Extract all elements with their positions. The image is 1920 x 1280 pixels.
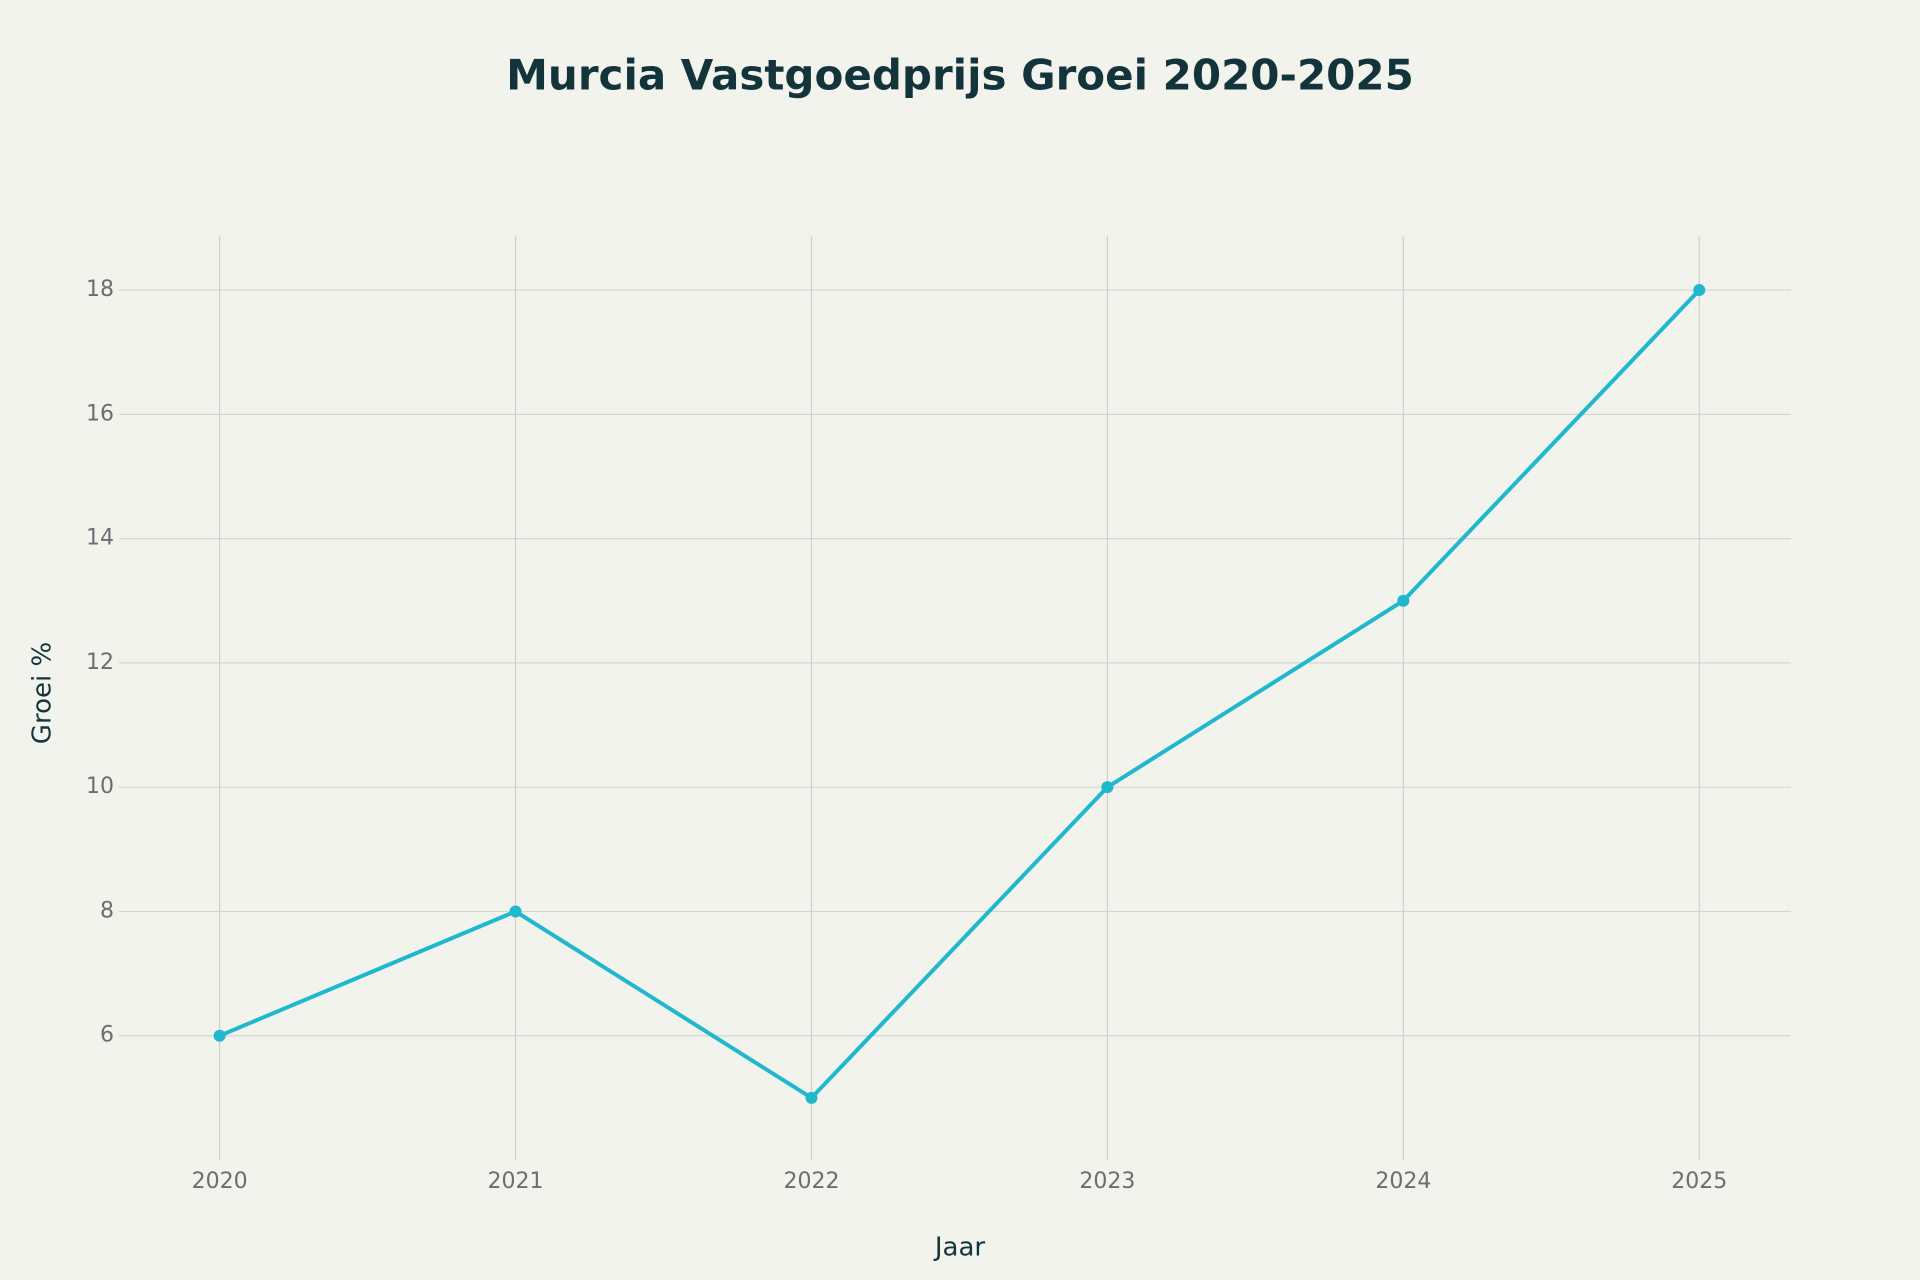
marker xyxy=(213,1029,226,1042)
marker xyxy=(1693,284,1706,297)
x-tick-label: 2025 xyxy=(1671,1169,1727,1194)
chart-title: Murcia Vastgoedprijs Groei 2020-2025 xyxy=(506,51,1414,100)
marker xyxy=(805,1091,818,1104)
line xyxy=(218,288,1701,1100)
marker xyxy=(1101,781,1114,794)
x-axis-title: Jaar xyxy=(933,1233,986,1263)
y-tick-label: 10 xyxy=(86,774,114,799)
y-axis-title: Groei % xyxy=(28,642,58,744)
marker xyxy=(1397,594,1410,607)
y-tick-label: 6 xyxy=(100,1023,114,1048)
y-tick-label: 8 xyxy=(100,898,114,923)
y-tick-label: 16 xyxy=(86,401,114,426)
y-tick-label: 12 xyxy=(86,650,114,675)
x-tick-label: 2023 xyxy=(1079,1169,1135,1194)
x-tick-label: 2022 xyxy=(783,1169,839,1194)
x-tick-label: 2021 xyxy=(488,1169,544,1194)
y-tick-label: 18 xyxy=(86,277,114,302)
x-tick-label: 2020 xyxy=(192,1169,248,1194)
y-tick-label: 14 xyxy=(86,526,114,551)
x-tick-label: 2024 xyxy=(1375,1169,1431,1194)
marker xyxy=(509,905,522,918)
